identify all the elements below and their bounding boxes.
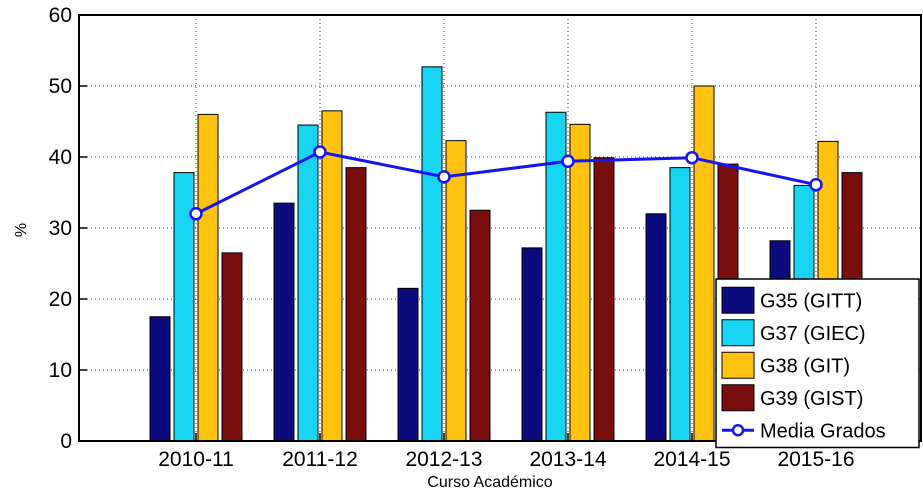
bar [421, 66, 443, 442]
bar [273, 202, 295, 442]
bar [445, 140, 467, 442]
bar [669, 167, 691, 442]
bar [693, 85, 715, 442]
bar [345, 167, 367, 442]
bar [321, 110, 343, 442]
average-line-point [313, 145, 327, 159]
bar [197, 113, 219, 442]
average-line-point [561, 154, 575, 169]
bar [521, 247, 543, 442]
average-line [189, 145, 823, 221]
legend-label: G37 (GIEC) [760, 323, 866, 345]
x-tick-label: 2014-15 [653, 448, 730, 471]
y-tick-label: 10 [49, 359, 72, 382]
legend-swatch [721, 351, 755, 379]
average-line-point [685, 150, 699, 165]
average-line-point [189, 207, 203, 221]
x-tick-labels: 2010-11 2011-12 2012-13 2013-14 2014-15 2015-… [158, 448, 854, 471]
legend-label: G35 (GITT) [760, 290, 862, 312]
bar [297, 124, 319, 442]
x-tick-label: 2015-16 [777, 448, 854, 471]
axes [78, 14, 922, 442]
y-tick-label: 60 [49, 4, 72, 27]
x-tick-label: 2011-12 [282, 448, 358, 471]
y-tick-label: 50 [49, 75, 72, 98]
average-line-point [437, 170, 451, 184]
legend-swatch [721, 319, 755, 347]
bar [397, 287, 419, 442]
legend-swatch [721, 384, 755, 412]
grid-lines [79, 15, 921, 441]
bar [221, 252, 243, 442]
y-tick-labels: 0 10 20 30 40 50 60 [49, 4, 72, 453]
y-tick-label: 0 [60, 430, 72, 453]
bar [593, 157, 615, 442]
legend-swatch [721, 286, 755, 314]
bar [469, 209, 491, 442]
y-tick-label: 40 [49, 146, 72, 169]
x-tick-label: 2010-11 [158, 448, 234, 471]
y-tick-label: 30 [49, 217, 72, 240]
average-line-path [195, 150, 817, 216]
average-line-point [809, 177, 823, 192]
y-tick-label: 20 [49, 288, 72, 311]
legend: G35 (GITT) G37 (GIEC) G38 (GIT) G39 (GIST) M… [715, 278, 920, 449]
x-tick-label: 2012-13 [405, 448, 482, 471]
legend-label: G38 (GIT) [760, 355, 850, 377]
bar [645, 213, 667, 442]
bar [149, 316, 171, 442]
x-axis-label: Curso Académico [427, 474, 552, 491]
y-axis-label: % [13, 223, 30, 237]
legend-label: G39 (GIST) [760, 388, 863, 410]
bar [569, 123, 591, 442]
legend-label: Media Grados [760, 420, 886, 442]
legend-line-marker [731, 424, 745, 437]
x-tick-label: 2013-14 [529, 448, 606, 471]
